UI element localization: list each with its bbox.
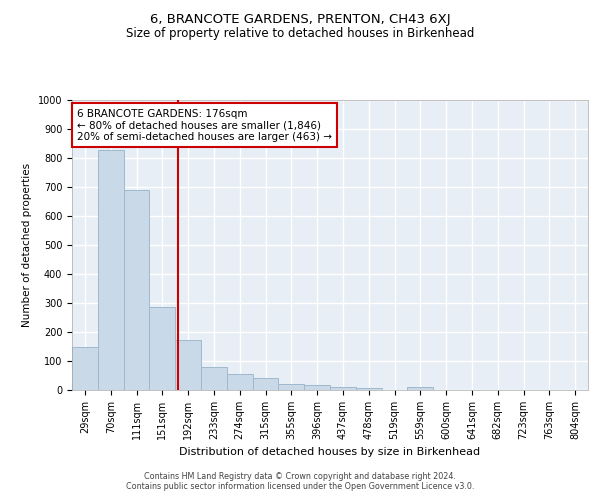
Bar <box>227 374 253 390</box>
Text: 6, BRANCOTE GARDENS, PRENTON, CH43 6XJ: 6, BRANCOTE GARDENS, PRENTON, CH43 6XJ <box>149 12 451 26</box>
Bar <box>149 308 175 390</box>
Bar <box>330 387 356 390</box>
Bar <box>201 368 227 390</box>
Bar <box>175 340 201 390</box>
Y-axis label: Number of detached properties: Number of detached properties <box>22 163 32 327</box>
Text: Size of property relative to detached houses in Birkenhead: Size of property relative to detached ho… <box>126 28 474 40</box>
Text: 6 BRANCOTE GARDENS: 176sqm
← 80% of detached houses are smaller (1,846)
20% of s: 6 BRANCOTE GARDENS: 176sqm ← 80% of deta… <box>77 108 332 142</box>
Bar <box>98 150 124 390</box>
Bar <box>304 385 330 390</box>
X-axis label: Distribution of detached houses by size in Birkenhead: Distribution of detached houses by size … <box>179 448 481 458</box>
Text: Contains public sector information licensed under the Open Government Licence v3: Contains public sector information licen… <box>126 482 474 491</box>
Bar <box>253 378 278 390</box>
Bar <box>356 388 382 390</box>
Bar <box>407 387 433 390</box>
Bar <box>278 384 304 390</box>
Bar <box>72 347 98 390</box>
Text: Contains HM Land Registry data © Crown copyright and database right 2024.: Contains HM Land Registry data © Crown c… <box>144 472 456 481</box>
Bar <box>124 190 149 390</box>
